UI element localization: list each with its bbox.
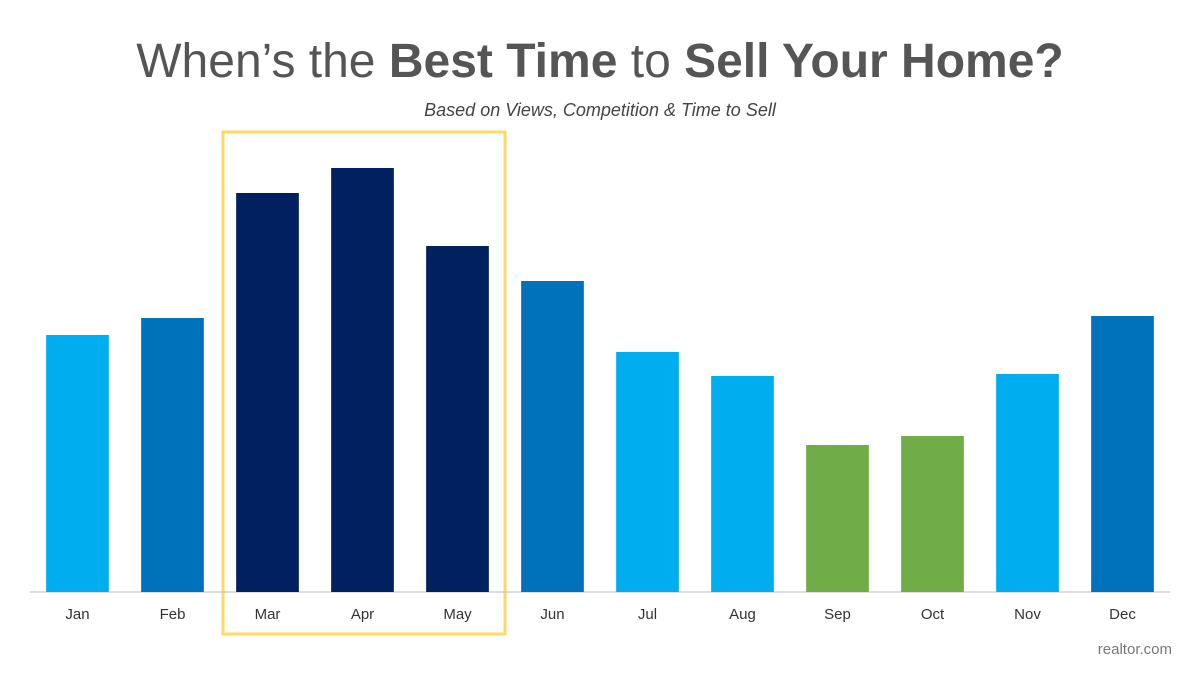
bar — [996, 374, 1059, 592]
x-tick-label: Dec — [1109, 606, 1136, 623]
x-tick-label: Jan — [65, 606, 89, 623]
x-tick-label: Aug — [729, 606, 756, 623]
bar — [46, 335, 109, 592]
title-part: to — [617, 35, 684, 88]
source: realtor.com — [1098, 641, 1172, 658]
x-tick-label: May — [443, 606, 472, 623]
bar — [141, 318, 204, 592]
bar — [901, 436, 964, 592]
x-tick-label: Apr — [351, 606, 374, 623]
title-part: When’s the — [136, 35, 389, 88]
x-tick-label: Sep — [824, 606, 851, 623]
bar — [426, 246, 489, 592]
bar — [616, 352, 679, 592]
bar — [236, 193, 299, 592]
x-tick-label: Oct — [921, 606, 945, 623]
bar — [521, 281, 584, 592]
x-tick-label: Jul — [638, 606, 657, 623]
title-part: Sell Your Home? — [684, 35, 1064, 88]
bar — [806, 445, 869, 592]
x-tick-label: Jun — [540, 606, 564, 623]
x-tick-label: Nov — [1014, 606, 1041, 623]
x-tick-label: Feb — [160, 606, 186, 623]
bar — [1091, 316, 1154, 592]
x-tick-label: Mar — [255, 606, 281, 623]
chart-title: When’s the Best Time to Sell Your Home? — [136, 35, 1063, 88]
chart-subtitle: Based on Views, Competition & Time to Se… — [424, 100, 777, 120]
bar — [711, 376, 774, 592]
title-part: Best Time — [389, 35, 618, 88]
highlight-box — [221, 130, 507, 636]
bar — [331, 168, 394, 592]
